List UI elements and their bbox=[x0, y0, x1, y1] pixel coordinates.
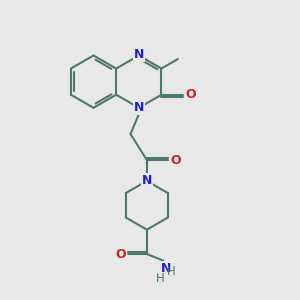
Text: N: N bbox=[142, 174, 152, 188]
Text: N: N bbox=[142, 174, 152, 188]
Text: N: N bbox=[160, 262, 171, 275]
Text: N: N bbox=[134, 101, 144, 114]
Text: H: H bbox=[156, 272, 165, 285]
Text: O: O bbox=[115, 248, 126, 260]
Text: H: H bbox=[167, 266, 175, 278]
Text: O: O bbox=[185, 88, 196, 101]
Text: O: O bbox=[170, 154, 181, 166]
Text: N: N bbox=[134, 48, 144, 62]
